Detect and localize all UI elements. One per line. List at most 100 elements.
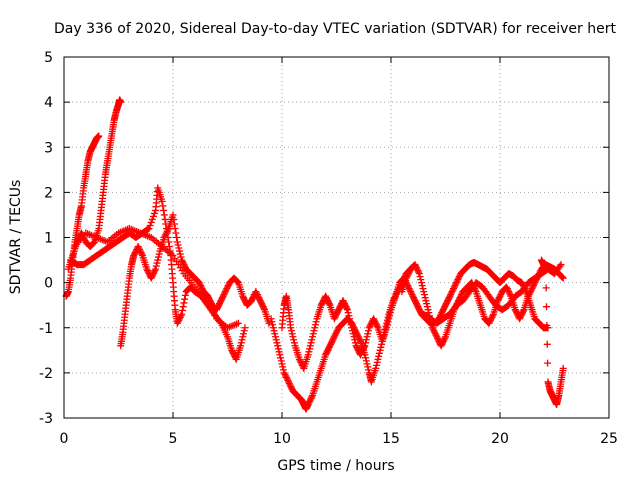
data-point-marker-interp xyxy=(137,249,145,257)
data-point-marker-interp xyxy=(275,348,283,356)
data-point-marker xyxy=(280,369,288,377)
data-point-marker-interp xyxy=(306,396,314,404)
data-point-marker-interp xyxy=(429,325,437,333)
data-point-marker-interp xyxy=(240,327,248,335)
data-point-marker-interp xyxy=(324,346,332,354)
data-point-marker-interp xyxy=(364,330,372,338)
y-tick-label: -2 xyxy=(39,366,53,382)
data-point-marker-interp xyxy=(218,295,226,303)
data-point-marker xyxy=(559,364,567,372)
data-point-marker-interp xyxy=(255,294,263,302)
data-point-marker-interp xyxy=(362,354,370,362)
data-point-marker-interp xyxy=(271,330,279,338)
data-point-marker xyxy=(322,292,330,300)
data-point-marker-interp xyxy=(333,327,341,335)
data-point-marker-interp xyxy=(373,322,381,330)
data-point-marker-interp xyxy=(297,358,305,366)
data-point-marker-interp xyxy=(455,273,463,281)
data-point-marker-interp xyxy=(171,224,179,232)
data-point-marker-interp xyxy=(446,292,454,300)
data-point-marker-interp xyxy=(451,282,459,290)
data-point-marker-interp xyxy=(278,360,286,368)
data-point-marker-interp xyxy=(512,307,520,315)
data-point-marker-interp xyxy=(371,318,379,326)
x-axis-ticks: 0 5 10 15 20 25 xyxy=(60,57,618,447)
data-point-marker-interp xyxy=(248,295,256,303)
data-point-marker-interp xyxy=(496,292,504,300)
data-point-marker-interp xyxy=(439,337,447,345)
data-point-marker-interp xyxy=(162,220,170,228)
data-point-marker-interp xyxy=(529,282,537,290)
data-point-marker-interp xyxy=(404,270,412,278)
data-point-marker-interp xyxy=(307,394,315,402)
data-point-marker-interp xyxy=(325,300,333,308)
data-point-marker-interp xyxy=(176,313,184,321)
data-point-marker xyxy=(152,265,160,273)
data-point-marker-interp xyxy=(358,348,366,356)
data-point-marker xyxy=(178,256,186,264)
series-track-e xyxy=(71,224,242,332)
data-point-marker xyxy=(402,274,410,282)
data-point-marker-interp xyxy=(455,274,463,282)
data-point-marker xyxy=(365,324,373,332)
data-point-marker xyxy=(287,324,295,332)
data-point-marker-interp xyxy=(431,330,439,338)
data-point-marker-interp xyxy=(149,212,157,220)
data-point-marker-interp xyxy=(416,273,424,281)
data-point-marker-interp xyxy=(374,355,382,363)
x-tick-label: 15 xyxy=(382,431,400,447)
data-point-marker xyxy=(437,342,445,350)
data-point-marker-interp xyxy=(415,306,423,314)
data-point-marker-interp xyxy=(332,312,340,320)
data-point-marker-interp xyxy=(224,282,232,290)
data-point-marker-interp xyxy=(525,291,533,299)
data-point-marker-interp xyxy=(438,340,446,348)
data-point-marker xyxy=(252,288,260,296)
data-point-marker-interp xyxy=(445,294,453,302)
data-point-marker-interp xyxy=(177,253,185,261)
data-point-marker xyxy=(317,301,325,309)
data-point-marker-interp xyxy=(239,330,247,338)
data-point-marker-interp xyxy=(175,316,183,324)
data-point-marker xyxy=(415,270,423,278)
data-point-marker-interp xyxy=(220,291,228,299)
data-point-marker-interp xyxy=(373,358,381,366)
data-point-marker xyxy=(372,364,380,372)
data-point-marker xyxy=(348,324,356,332)
data-point-marker-interp xyxy=(408,291,416,299)
data-point-marker-interp xyxy=(487,315,495,323)
data-point-marker-interp xyxy=(323,348,331,356)
data-point-marker-interp xyxy=(355,334,363,342)
data-point-marker-interp xyxy=(442,301,449,309)
x-tick-label: 5 xyxy=(169,431,178,447)
data-point-marker-interp xyxy=(419,285,427,293)
data-point-marker-interp xyxy=(362,357,370,365)
data-point-marker-interp xyxy=(289,333,297,341)
data-point-marker-interp xyxy=(258,300,266,308)
data-point-marker-interp xyxy=(255,295,263,303)
data-point-marker-interp xyxy=(327,339,335,347)
data-point-marker-interp xyxy=(503,285,511,293)
data-point-marker-interp xyxy=(152,262,160,270)
data-point-marker-interp xyxy=(272,336,280,344)
data-point-marker-interp xyxy=(144,267,152,275)
data-point-marker-interp xyxy=(277,354,285,362)
data-point-marker-interp xyxy=(442,300,450,308)
data-point-marker-interp xyxy=(441,303,449,311)
data-point-marker-interp xyxy=(238,336,246,344)
data-point-marker-interp xyxy=(229,348,237,356)
series-track-j xyxy=(537,256,567,408)
data-point-marker-interp xyxy=(327,340,335,348)
data-point-marker-interp xyxy=(270,327,278,335)
data-point-marker-interp xyxy=(307,339,315,347)
data-series xyxy=(62,96,567,413)
data-point-marker-interp xyxy=(153,259,161,267)
data-point-marker-interp xyxy=(148,215,156,223)
data-point-marker-interp xyxy=(258,301,266,309)
data-point-marker-interp xyxy=(332,330,340,338)
data-point-marker-interp xyxy=(519,309,527,317)
data-point-marker xyxy=(511,306,519,314)
data-point-marker-interp xyxy=(345,312,353,320)
data-point-marker-interp xyxy=(363,333,371,341)
data-point-marker-interp xyxy=(287,327,295,335)
